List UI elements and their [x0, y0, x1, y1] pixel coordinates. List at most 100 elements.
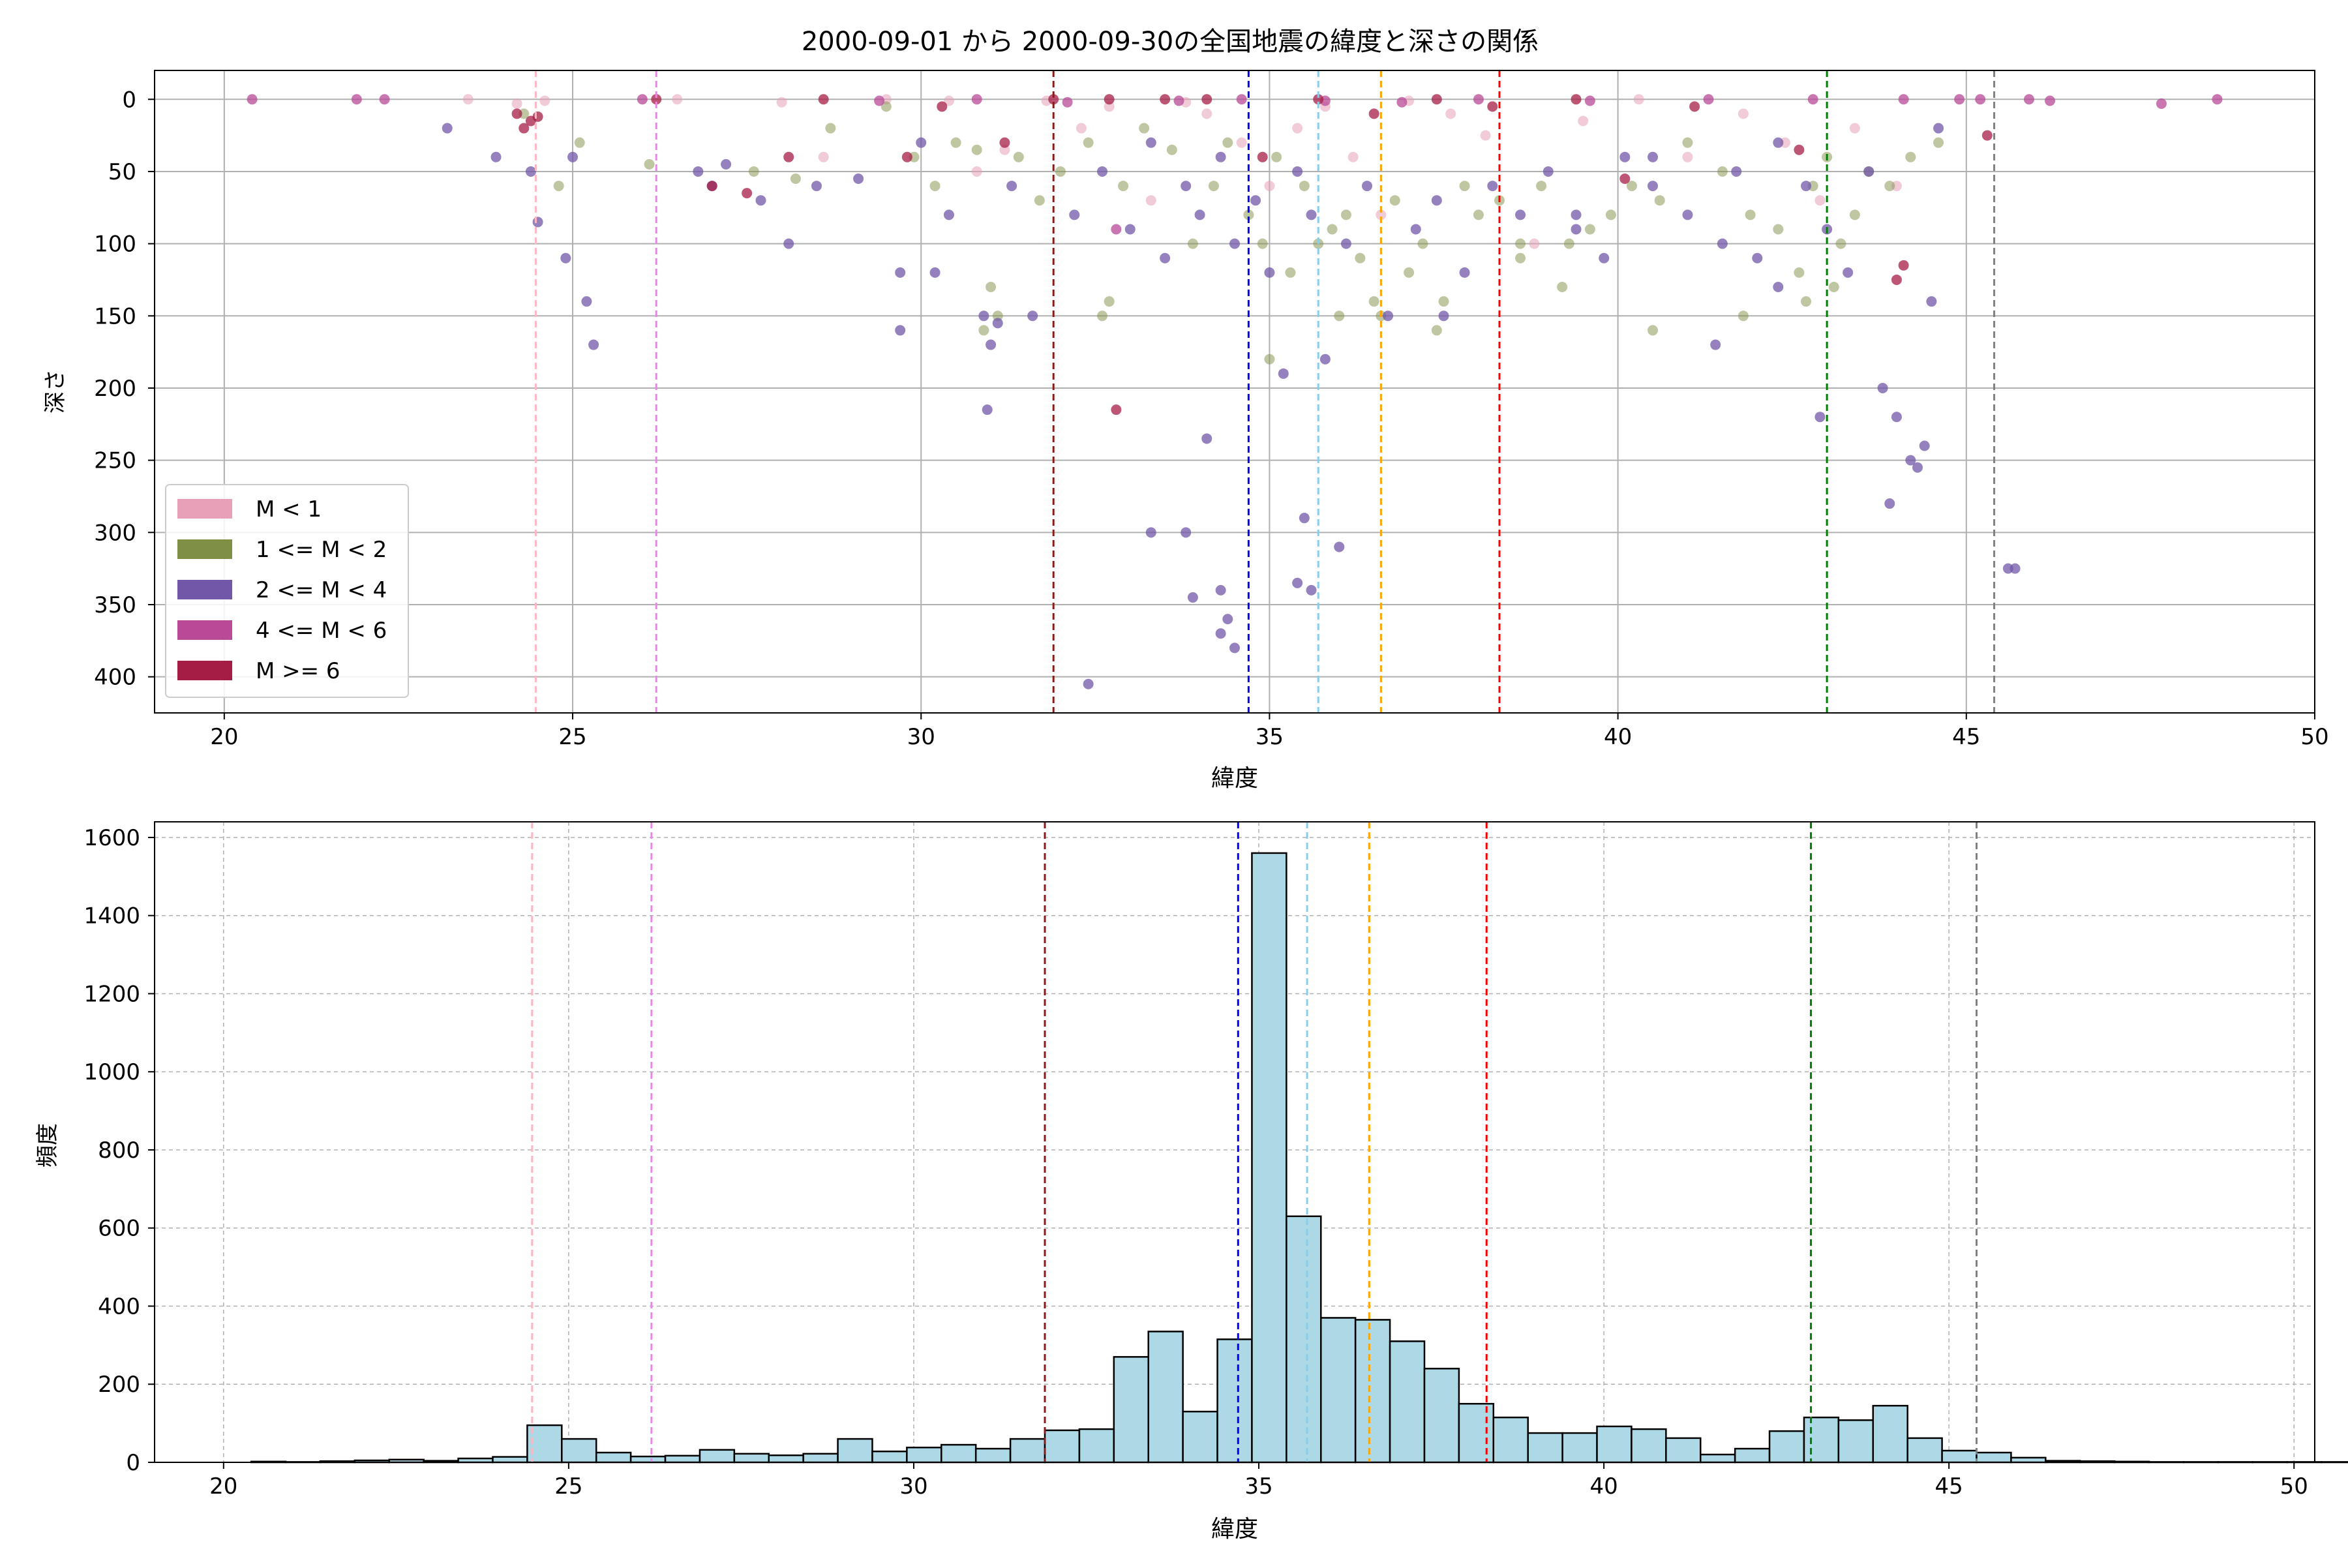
scatter-point — [943, 209, 954, 220]
scatter-point — [1981, 130, 1993, 141]
legend-label: M >= 6 — [256, 658, 340, 684]
scatter-point — [1229, 238, 1240, 249]
histogram-bar — [561, 1438, 597, 1464]
scatter-point — [1814, 412, 1826, 423]
histogram-y-tick-label: 600 — [98, 1216, 140, 1242]
histogram-y-label: 頻度 — [35, 1123, 61, 1168]
scatter-point — [1236, 137, 1247, 148]
chart-title: 2000-09-01 から 2000-09-30の全国地震の緯度と深さの関係 — [802, 27, 1539, 57]
histogram-y-tick-label: 200 — [98, 1372, 140, 1398]
histogram-bar — [629, 1455, 667, 1464]
scatter-point — [1863, 166, 1874, 177]
scatter-point — [1264, 181, 1275, 192]
legend-swatch — [177, 620, 232, 640]
scatter-point — [811, 181, 822, 192]
scatter-point — [1111, 404, 1122, 415]
scatter-point — [1208, 181, 1219, 192]
histogram-bar — [1768, 1430, 1805, 1464]
scatter-point — [1048, 94, 1059, 105]
scatter-x-tick-label: 45 — [1952, 724, 1980, 750]
scatter-point — [1584, 95, 1595, 106]
scatter-point — [1738, 108, 1749, 119]
histogram-bar — [1803, 1416, 1840, 1464]
histogram-bar — [1078, 1428, 1115, 1464]
scatter-point — [1933, 137, 1944, 148]
scatter-point — [1306, 209, 1317, 220]
scatter-point — [1264, 267, 1275, 278]
histogram-bar — [1147, 1331, 1184, 1464]
scatter-point — [1250, 195, 1261, 206]
histogram-bar — [1389, 1340, 1426, 1464]
scatter-point — [567, 151, 579, 162]
scatter-point — [1905, 455, 1916, 466]
scatter-point — [1160, 252, 1171, 264]
scatter-point — [1160, 94, 1171, 105]
scatter-point — [1340, 209, 1351, 220]
histogram-x-tick-label: 45 — [1935, 1473, 1963, 1500]
scatter-point — [1013, 151, 1024, 162]
scatter-point — [1319, 354, 1331, 365]
scatter-point — [1898, 260, 1909, 271]
scatter-point — [1083, 137, 1094, 148]
scatter-point — [1515, 209, 1526, 220]
scatter-point — [986, 339, 997, 350]
legend: M < 1 1 <= M < 2 2 <= M < 4 4 <= M < 6 M >= … — [165, 484, 409, 698]
scatter-point — [1933, 123, 1944, 134]
scatter-point — [1201, 433, 1212, 444]
histogram-bar — [699, 1449, 736, 1464]
scatter-point — [1473, 209, 1484, 220]
histogram-bar — [974, 1447, 1012, 1464]
scatter-point — [1563, 238, 1574, 249]
scatter-point — [1828, 282, 1839, 293]
scatter-point — [490, 151, 502, 162]
scatter-point — [1599, 252, 1610, 264]
scatter-y-tick-label: 350 — [94, 592, 136, 618]
histogram-bar — [595, 1451, 632, 1464]
scatter-point — [929, 181, 941, 192]
scatter-point — [1835, 238, 1846, 249]
scatter-point — [853, 173, 864, 185]
scatter-point — [1292, 123, 1303, 134]
scatter-point — [1104, 101, 1115, 112]
scatter-point — [999, 144, 1010, 155]
scatter-point — [986, 282, 997, 293]
scatter-point — [574, 137, 585, 148]
histogram-bar — [1009, 1438, 1046, 1464]
scatter-point — [1410, 224, 1421, 235]
scatter-point — [1271, 151, 1282, 162]
scatter-y-tick-label: 300 — [94, 520, 136, 546]
histogram-bars — [250, 852, 2348, 1464]
histogram-bar — [1631, 1428, 1667, 1464]
scatter-y-tick-label: 0 — [122, 87, 136, 113]
scatter-point — [1843, 267, 1854, 278]
scatter-point — [1731, 166, 1742, 177]
scatter-point — [1027, 310, 1038, 322]
scatter-point — [1648, 325, 1659, 336]
scatter-y-tick-label: 100 — [94, 232, 136, 258]
legend-box — [165, 484, 409, 698]
scatter-y-ticks: 0 50 100 150 200 250 300 350 400 — [94, 87, 155, 691]
histogram-bar — [492, 1456, 528, 1464]
scatter-point — [1710, 339, 1721, 350]
histogram-bar — [1665, 1437, 1702, 1464]
scatter-point — [2156, 98, 2167, 109]
scatter-y-tick-label: 200 — [94, 376, 136, 402]
scatter-point — [1069, 209, 1080, 220]
scatter-point — [511, 108, 522, 119]
histogram-y-tick-label: 1200 — [83, 981, 140, 1007]
scatter-point — [2212, 94, 2223, 105]
scatter-point — [1584, 224, 1595, 235]
histogram-bar — [1320, 1317, 1357, 1464]
scatter-point — [1431, 195, 1442, 206]
scatter-x-tick-label: 35 — [1256, 724, 1284, 750]
scatter-point — [1954, 94, 1965, 105]
scatter-x-tick-label: 30 — [907, 724, 935, 750]
histogram-bar — [941, 1443, 977, 1464]
scatter-point — [1396, 97, 1407, 108]
scatter-point — [560, 252, 571, 264]
scatter-point — [950, 137, 961, 148]
scatter-point — [1557, 282, 1568, 293]
histogram-bar — [1596, 1425, 1633, 1464]
scatter-point — [1919, 440, 1930, 451]
